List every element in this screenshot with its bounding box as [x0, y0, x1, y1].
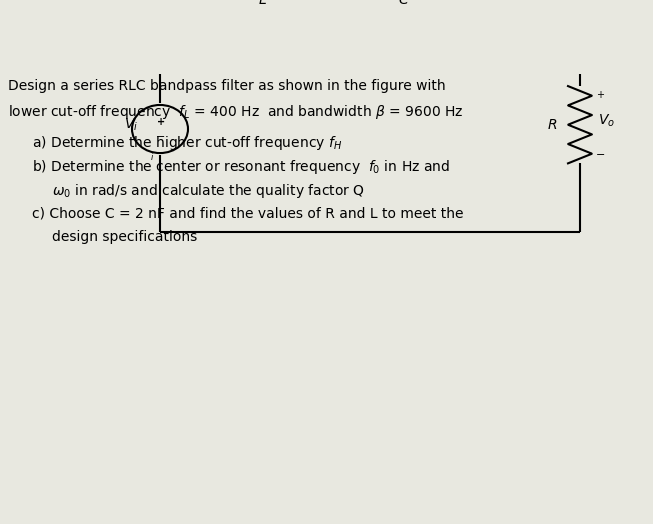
- Text: +: +: [157, 117, 165, 127]
- Text: $V_i$: $V_i$: [124, 116, 138, 133]
- Text: +: +: [596, 90, 604, 100]
- Text: −: −: [156, 132, 166, 142]
- Text: lower cut-off frequency  $f_L$ = 400 Hz  and bandwidth $\beta$ = 9600 Hz: lower cut-off frequency $f_L$ = 400 Hz a…: [8, 103, 464, 121]
- Text: R: R: [547, 118, 557, 132]
- Text: $\omega_0$ in rad/s and calculate the quality factor Q: $\omega_0$ in rad/s and calculate the qu…: [52, 182, 365, 200]
- Text: $V_o$: $V_o$: [598, 112, 615, 128]
- Text: a) Determine the higher cut-off frequency $f_H$: a) Determine the higher cut-off frequenc…: [32, 134, 342, 152]
- Text: C: C: [398, 0, 408, 7]
- Text: c) Choose C = 2 nF and find the values of R and L to meet the: c) Choose C = 2 nF and find the values o…: [32, 206, 464, 220]
- Text: design specifications: design specifications: [52, 231, 197, 244]
- Text: L: L: [259, 0, 266, 7]
- Text: Design a series RLC bandpass filter as shown in the figure with: Design a series RLC bandpass filter as s…: [8, 79, 445, 93]
- Text: −: −: [596, 150, 605, 160]
- Text: i: i: [151, 153, 153, 162]
- Text: b) Determine the center or resonant frequency  $f_0$ in Hz and: b) Determine the center or resonant freq…: [32, 158, 450, 176]
